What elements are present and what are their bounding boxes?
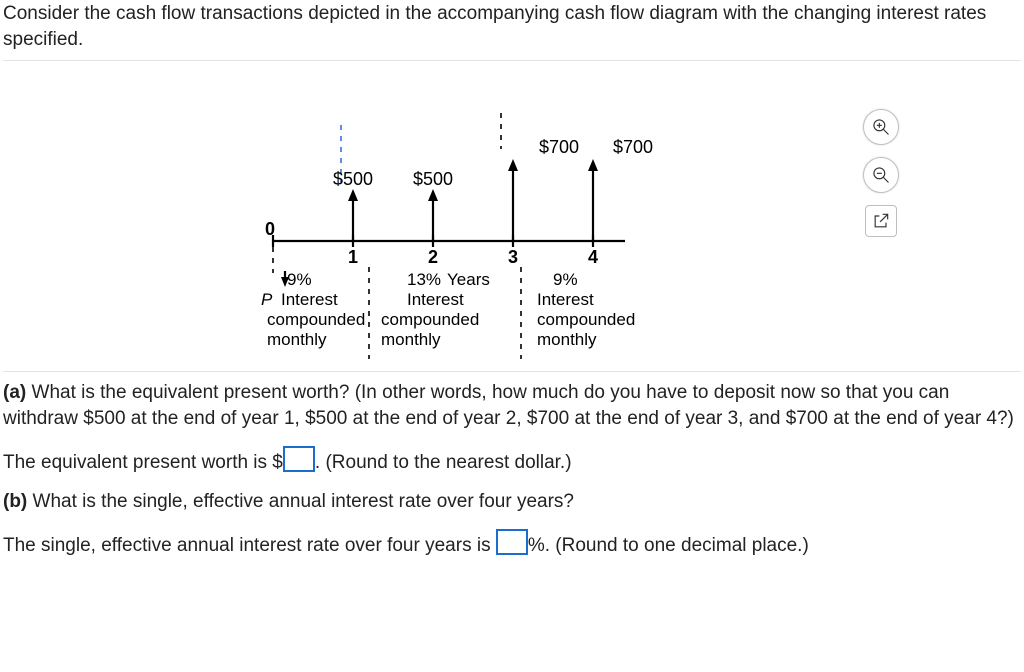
ans-b-pre: The single, effective annual interest ra… — [3, 535, 496, 556]
p-label: P — [261, 290, 273, 309]
qb-text: What is the single, effective annual int… — [27, 491, 574, 512]
ans-b-post: %. (Round to one decimal place.) — [528, 535, 809, 556]
cf-label-3: $700 — [539, 137, 579, 157]
seg3-l3: compounded — [537, 310, 635, 329]
cash-flow-diagram: $500 $500 $700 $700 0 — [3, 65, 1021, 369]
seg2-rate: 13% — [407, 270, 441, 289]
year-4: 4 — [588, 247, 598, 267]
qa-text: What is the equivalent present worth? (I… — [3, 382, 1014, 429]
cf-arrow-4 — [588, 159, 598, 241]
open-external-button[interactable] — [865, 205, 897, 237]
seg3-l2: Interest — [537, 290, 594, 309]
cf-label-2: $500 — [413, 169, 453, 189]
seg2-l2: Interest — [407, 290, 464, 309]
qa-label: (a) — [3, 382, 26, 403]
cash-flow-svg: $500 $500 $700 $700 0 — [221, 75, 741, 375]
cf-label-1: $500 — [333, 169, 373, 189]
zoom-in-button[interactable] — [863, 109, 899, 145]
open-external-icon — [871, 211, 891, 231]
seg1-rate: 9% — [287, 270, 312, 289]
cf-arrow-2 — [428, 189, 438, 241]
seg1-l4: monthly — [267, 330, 327, 349]
seg3-l4: monthly — [537, 330, 597, 349]
problem-intro: Consider the cash flow transactions depi… — [3, 1, 1021, 58]
answer-b-line: The single, effective annual interest ra… — [3, 529, 1021, 559]
question-a: (a) What is the equivalent present worth… — [3, 380, 1021, 431]
seg2-l4: monthly — [381, 330, 441, 349]
seg2-l3: compounded — [381, 310, 479, 329]
year-3: 3 — [508, 247, 518, 267]
axis-unit: Years — [447, 270, 490, 289]
seg1-l3: compounded — [267, 310, 365, 329]
answer-b-input[interactable] — [496, 529, 528, 555]
zoom-out-icon — [871, 165, 891, 185]
cf-label-4: $700 — [613, 137, 653, 157]
qb-label: (b) — [3, 491, 27, 512]
zoom-in-icon — [871, 117, 891, 137]
ans-a-post: . (Round to the nearest dollar.) — [315, 452, 572, 473]
year-1: 1 — [348, 247, 358, 267]
answer-a-line: The equivalent present worth is $ . (Roun… — [3, 446, 1021, 476]
cf-arrow-3 — [508, 159, 518, 241]
seg3-rate: 9% — [553, 270, 578, 289]
ans-a-pre: The equivalent present worth is $ — [3, 452, 283, 473]
diagram-toolbar — [863, 109, 899, 237]
zoom-out-button[interactable] — [863, 157, 899, 193]
year-2: 2 — [428, 247, 438, 267]
answer-a-input[interactable] — [283, 446, 315, 472]
cf-arrow-1 — [348, 189, 358, 241]
question-b: (b) What is the single, effective annual… — [3, 489, 1021, 515]
seg1-l2: Interest — [281, 290, 338, 309]
